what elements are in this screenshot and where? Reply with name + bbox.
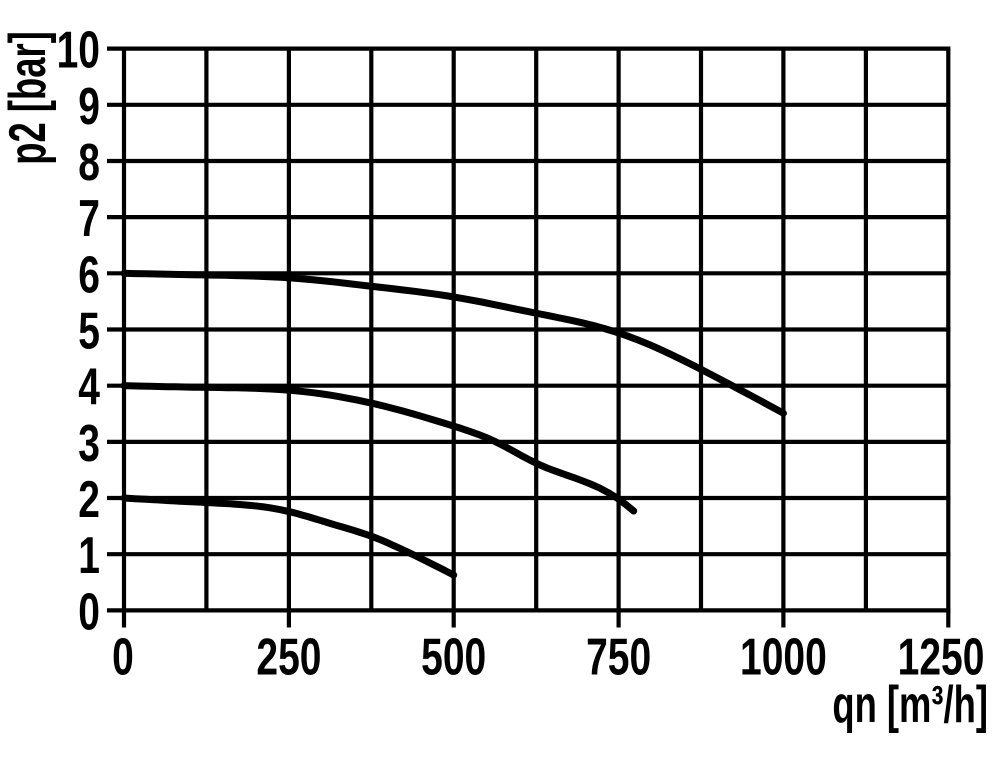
svg-text:8: 8 (78, 132, 100, 191)
svg-text:1000: 1000 (740, 627, 827, 686)
svg-text:3: 3 (78, 413, 100, 472)
svg-text:5: 5 (78, 301, 100, 360)
svg-text:250: 250 (256, 627, 321, 686)
svg-text:qn [m³/h]: qn [m³/h] (832, 674, 988, 733)
svg-text:750: 750 (586, 627, 651, 686)
svg-text:1: 1 (78, 526, 100, 585)
svg-text:1250: 1250 (898, 627, 985, 686)
svg-text:2: 2 (78, 469, 100, 528)
svg-text:0: 0 (78, 582, 100, 641)
svg-text:10: 10 (57, 20, 100, 79)
svg-text:0: 0 (112, 627, 134, 686)
svg-text:6: 6 (78, 245, 100, 304)
svg-text:7: 7 (78, 189, 100, 248)
svg-text:p2 [bar]: p2 [bar] (0, 31, 57, 164)
svg-text:9: 9 (78, 76, 100, 135)
svg-text:4: 4 (78, 357, 100, 416)
svg-text:500: 500 (421, 627, 486, 686)
